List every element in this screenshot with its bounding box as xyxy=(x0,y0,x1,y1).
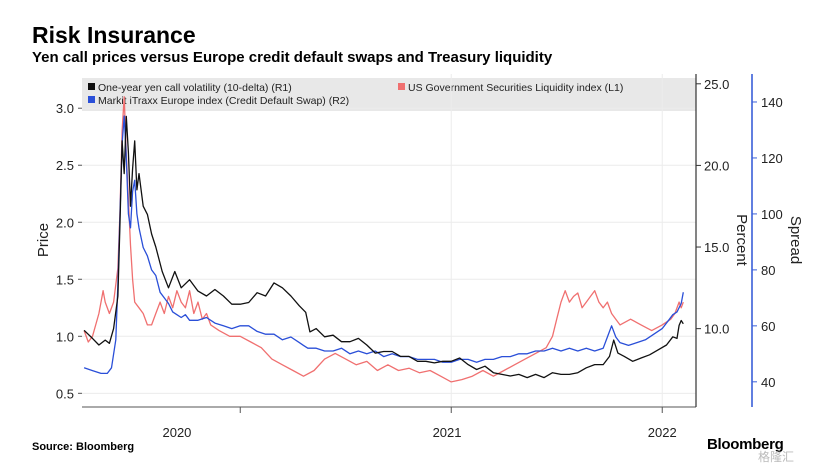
y-right1-tick-label: 20.0 xyxy=(704,158,729,173)
legend-entry-liquidity: US Government Securities Liquidity index… xyxy=(408,82,623,94)
legend-swatch-black xyxy=(88,83,95,90)
legend-swatch-red xyxy=(398,83,405,90)
y-axis-right2-label: Spread xyxy=(787,216,804,264)
y-right2-tick-label: 140 xyxy=(761,95,783,110)
y-left-tick-label: 0.5 xyxy=(56,386,74,401)
legend-background xyxy=(82,78,696,111)
y-right2-tick-label: 120 xyxy=(761,151,783,166)
legend-entry-itraxx: Markit iTraxx Europe index (Credit Defau… xyxy=(98,95,349,107)
x-tick-label: 2020 xyxy=(162,425,191,440)
x-tick-label: 2021 xyxy=(433,425,462,440)
source-note: Source: Bloomberg xyxy=(32,441,135,453)
watermark: 格隆汇 xyxy=(758,450,795,464)
series-group xyxy=(83,96,684,383)
y-right1-tick-label: 15.0 xyxy=(704,240,729,255)
y-left-tick-label: 2.5 xyxy=(56,158,74,173)
y-right1-tick-label: 10.0 xyxy=(704,322,729,337)
gridlines xyxy=(82,74,696,407)
bloomberg-logo: Bloomberg xyxy=(707,436,784,453)
y-left-tick-label: 2.0 xyxy=(56,215,74,230)
series-line-red xyxy=(83,96,684,383)
y-right2-tick-label: 60 xyxy=(761,319,775,334)
y-right2-tick-label: 100 xyxy=(761,207,783,222)
chart-title: Risk Insurance xyxy=(32,22,196,48)
chart-subtitle: Yen call prices versus Europe credit def… xyxy=(32,49,553,66)
series-line-black xyxy=(83,115,684,379)
y-right2-tick-label: 40 xyxy=(761,375,775,390)
y-right2-tick-label: 80 xyxy=(761,263,775,278)
y-axis-right1-label: Percent xyxy=(733,214,750,267)
y-left-tick-label: 1.0 xyxy=(56,329,74,344)
x-tick-label: 2022 xyxy=(648,425,677,440)
series-line-blue xyxy=(83,115,684,375)
y-left-tick-label: 1.5 xyxy=(56,272,74,287)
tick-group: 0.5 1.0 1.5 2.0 2.5 3.0 2020 2021 2022 10.0 15.0 20… xyxy=(56,77,783,440)
y-axis-left-label: Price xyxy=(35,223,52,257)
legend-swatch-blue xyxy=(88,96,95,103)
legend-entry-yen-vol: One-year yen call volatility (10-delta) … xyxy=(98,82,292,94)
y-right1-tick-label: 25.0 xyxy=(704,77,729,92)
y-left-tick-label: 3.0 xyxy=(56,101,74,116)
